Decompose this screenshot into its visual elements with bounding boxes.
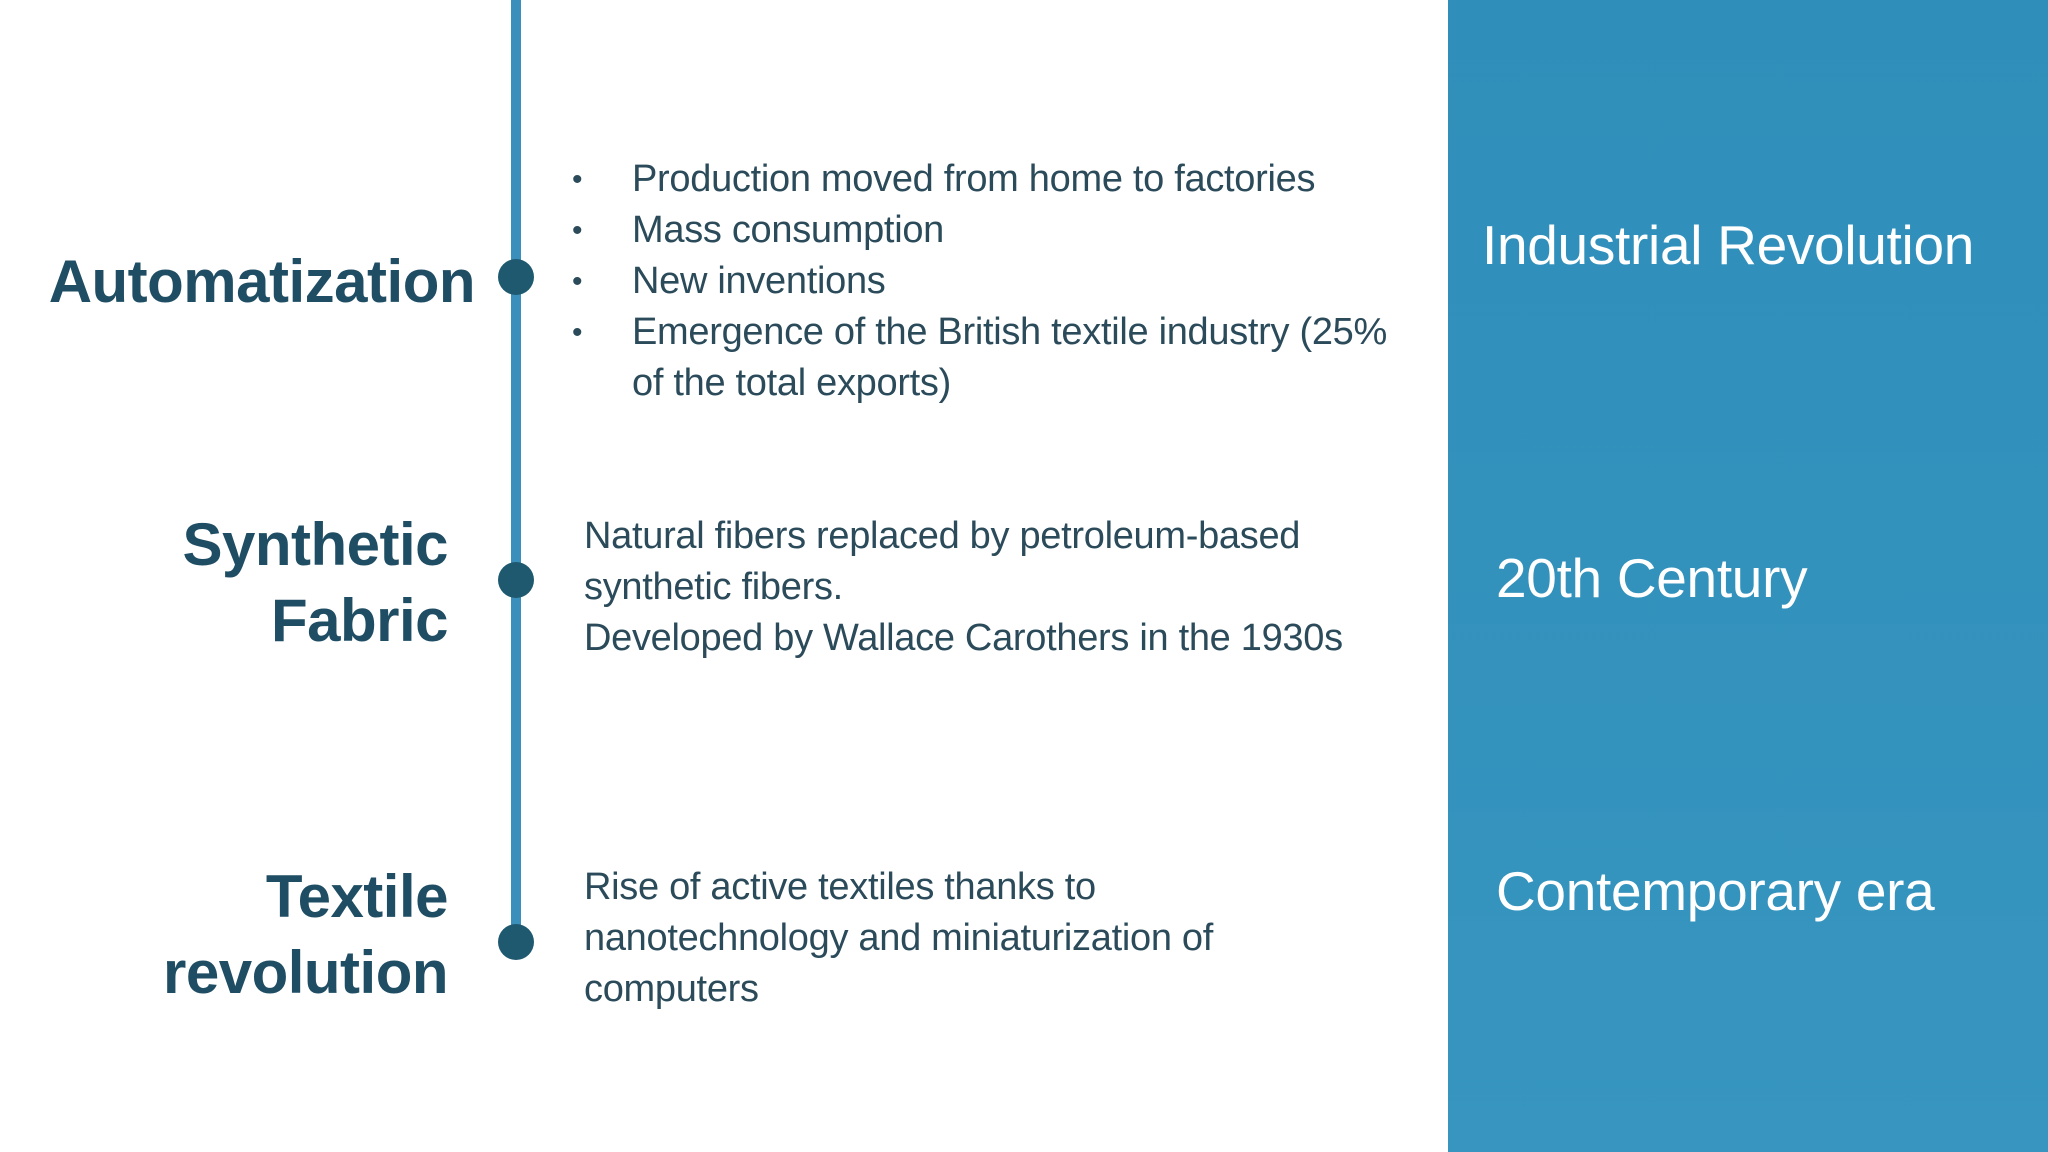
timeline-dot-synthetic-fabric <box>498 562 534 598</box>
synthetic-fabric-description: Natural fibers replaced by petroleum-bas… <box>584 511 1344 664</box>
topic-line: Synthetic <box>182 511 448 578</box>
description-line: Natural fibers replaced by petroleum-bas… <box>584 515 1301 608</box>
topic-line: Fabric <box>270 587 449 654</box>
description-line: Rise of active textiles thanks to nanote… <box>584 866 1214 1010</box>
topic-automatization: Automatization <box>48 248 476 315</box>
bullet-item: Production moved from home to factories <box>568 154 1388 205</box>
bullet-item: Emergence of the British textile industr… <box>568 307 1388 409</box>
timeline-dot-textile-revolution <box>498 924 534 960</box>
topic-line: revolution <box>162 939 449 1006</box>
automatization-bullet-list: Production moved from home to factories … <box>568 154 1388 409</box>
era-contemporary: Contemporary era <box>1496 860 1935 922</box>
era-20th-century: 20th Century <box>1496 547 1808 609</box>
topic-line: Textile <box>265 863 449 930</box>
bullet-item: Mass consumption <box>568 205 1388 256</box>
topic-textile-revolution: Textile revolution <box>48 859 449 1011</box>
textile-revolution-description: Rise of active textiles thanks to nanote… <box>584 862 1284 1015</box>
bullet-item: New inventions <box>568 256 1388 307</box>
era-industrial-revolution: Industrial Revolution <box>1482 214 1975 276</box>
description-line: Developed by Wallace Carothers in the 19… <box>584 617 1343 659</box>
timeline-dot-automatization <box>498 259 534 295</box>
era-panel <box>1448 0 2048 1152</box>
timeline-line <box>511 0 521 953</box>
topic-synthetic-fabric: Synthetic Fabric <box>48 507 448 659</box>
